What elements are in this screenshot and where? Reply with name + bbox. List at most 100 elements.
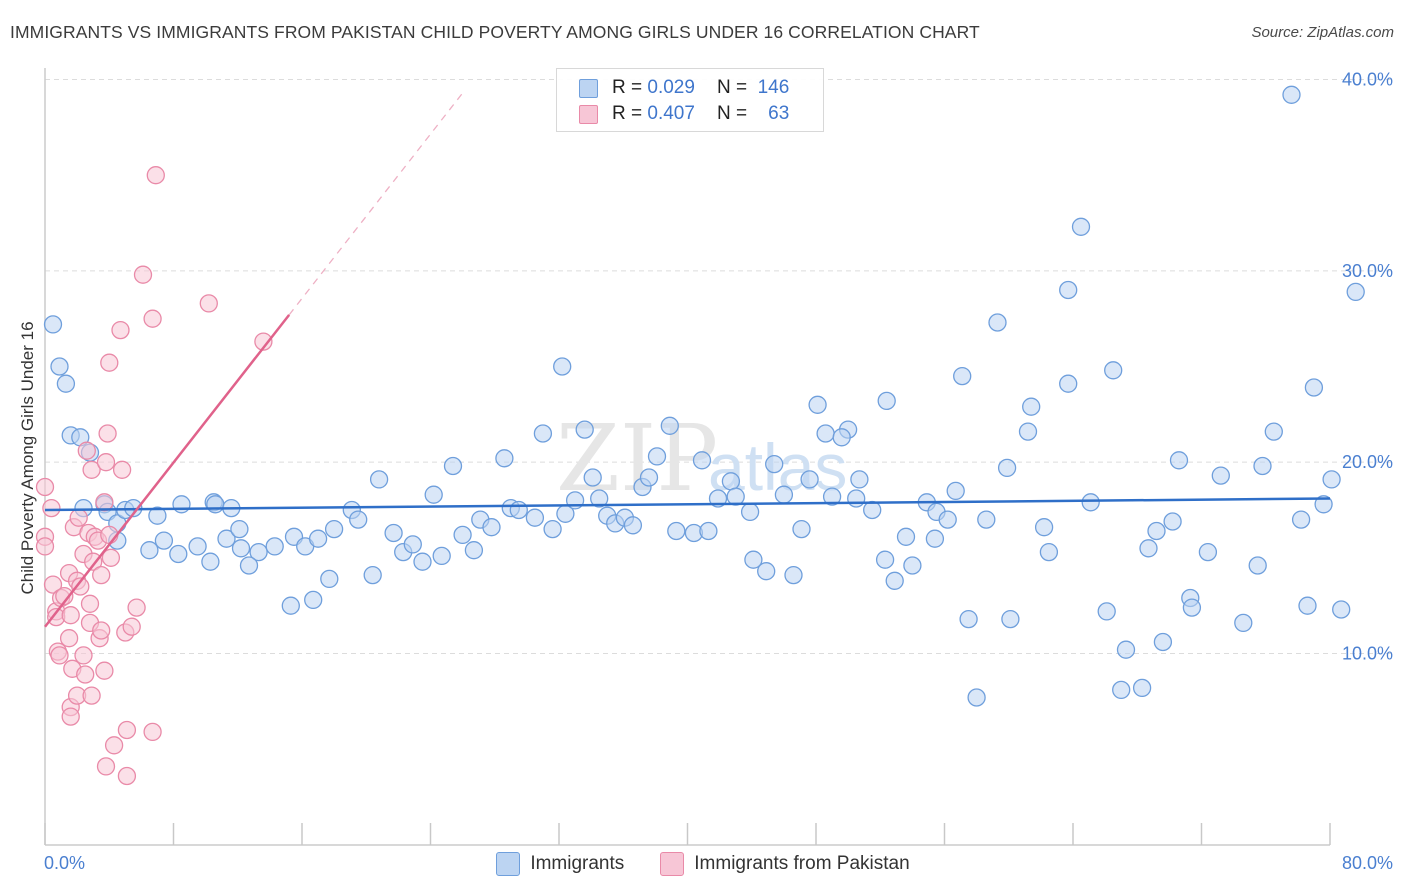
pakistan-point [71,577,90,596]
immigrants-point [1059,374,1078,393]
immigrants-point [875,550,895,569]
immigrants-point [885,571,904,590]
n-value-immigrants: 146 [757,77,790,98]
immigrants-point [206,495,225,514]
pakistan-point [92,621,111,640]
immigrants-point [324,519,344,539]
legend-item-immigrants[interactable]: Immigrants [496,852,624,876]
pakistan-point [133,265,153,284]
immigrants-point [774,485,794,504]
legend-swatch-immigrants [496,852,521,876]
pakistan-point [122,617,141,636]
pakistan-point [77,441,96,460]
immigrants-point [1081,493,1100,512]
immigrants-point [172,495,191,514]
n-value-pakistan: 63 [768,103,790,124]
pakistan-point [95,493,114,512]
immigrants-point [925,529,945,548]
immigrants-point [1234,613,1253,633]
immigrants-point [667,521,686,541]
immigrants-point [967,688,986,707]
immigrants-point [1022,397,1041,416]
immigrants-point [1198,542,1218,562]
immigrants-point [1322,470,1341,489]
pakistan-point [43,575,63,594]
immigrants-point [432,546,451,566]
immigrants-point [1132,678,1152,698]
immigrants-point [903,556,922,575]
immigrants-point [525,508,545,527]
immigrants-point [543,519,562,539]
pakistan-point [55,586,74,606]
immigrants-point [863,500,882,520]
pakistan-point [104,736,124,755]
y-tick-label: 20.0% [1342,452,1393,472]
stats-row-immigrants: R = 0.029 N = 146 [579,75,789,101]
pakistan-point [95,661,114,680]
immigrants-point [265,537,284,556]
immigrants-point [369,470,389,489]
pakistan-point [59,629,79,648]
immigrants-point [1153,632,1173,652]
x-tick-label-min: 0.0% [44,853,85,873]
r-value-pakistan: 0.407 [647,103,695,124]
stats-box: R = 0.029 N = 146 R = 0.407 N = 63 [556,68,824,132]
legend-label-immigrants: Immigrants [530,853,625,874]
y-tick-label: 10.0% [1342,644,1393,664]
pakistan-point [146,166,165,185]
immigrants-point [1282,85,1301,104]
immigrants-point [188,537,207,556]
immigrants-point [1298,596,1317,615]
pakistan-swatch [579,104,598,124]
r-label: R = [612,103,643,124]
immigrants-point [822,487,842,506]
pakistan-point [82,460,101,479]
pakistan-point [69,508,88,527]
immigrants-point [583,468,602,487]
immigrants-point [281,596,300,615]
immigrants-point [56,374,76,393]
stats-row-pakistan: R = 0.407 N = 63 [579,101,789,127]
legend-item-pakistan[interactable]: Immigrants from Pakistan [660,852,910,876]
n-label: N = [716,77,748,98]
pakistan-point [100,525,119,545]
immigrants-point [850,470,869,489]
immigrants-point [1304,378,1324,397]
immigrants-point [231,539,251,558]
immigrants-point [946,481,965,501]
immigrants-point [988,313,1007,332]
pakistan-point [82,686,101,705]
immigrants-point [443,456,463,476]
legend: Immigrants Immigrants from Pakistan [0,852,1406,876]
immigrants-point [1018,422,1038,441]
legend-swatch-pakistan [660,852,685,876]
immigrants-swatch [579,78,598,98]
pakistan-point [101,548,121,567]
immigrants-point [509,500,528,520]
immigrants-point [154,531,174,550]
x-tick-label-max: 80.0% [1342,853,1393,873]
pakistan-point [112,460,132,479]
pakistan-trend-line [44,314,291,628]
pakistan-trend-extension [288,90,465,316]
immigrants-point [1001,609,1020,629]
pakistan-point [96,453,116,472]
pakistan-point [50,646,69,665]
immigrants-point [1039,542,1059,562]
pakistan-point [61,707,80,726]
r-label: R = [612,77,643,98]
immigrants-point [1097,602,1116,621]
immigrants-point [533,424,553,443]
immigrants-point [977,510,996,529]
immigrants-point [997,458,1017,478]
immigrants-point [699,521,718,541]
immigrants-point [482,518,501,537]
immigrants-point [363,565,382,585]
immigrants-point [896,527,916,546]
immigrants-point [959,609,978,629]
immigrants-point [721,472,741,491]
pakistan-point [199,294,218,313]
pakistan-point [35,477,55,497]
immigrants-point [308,529,328,548]
